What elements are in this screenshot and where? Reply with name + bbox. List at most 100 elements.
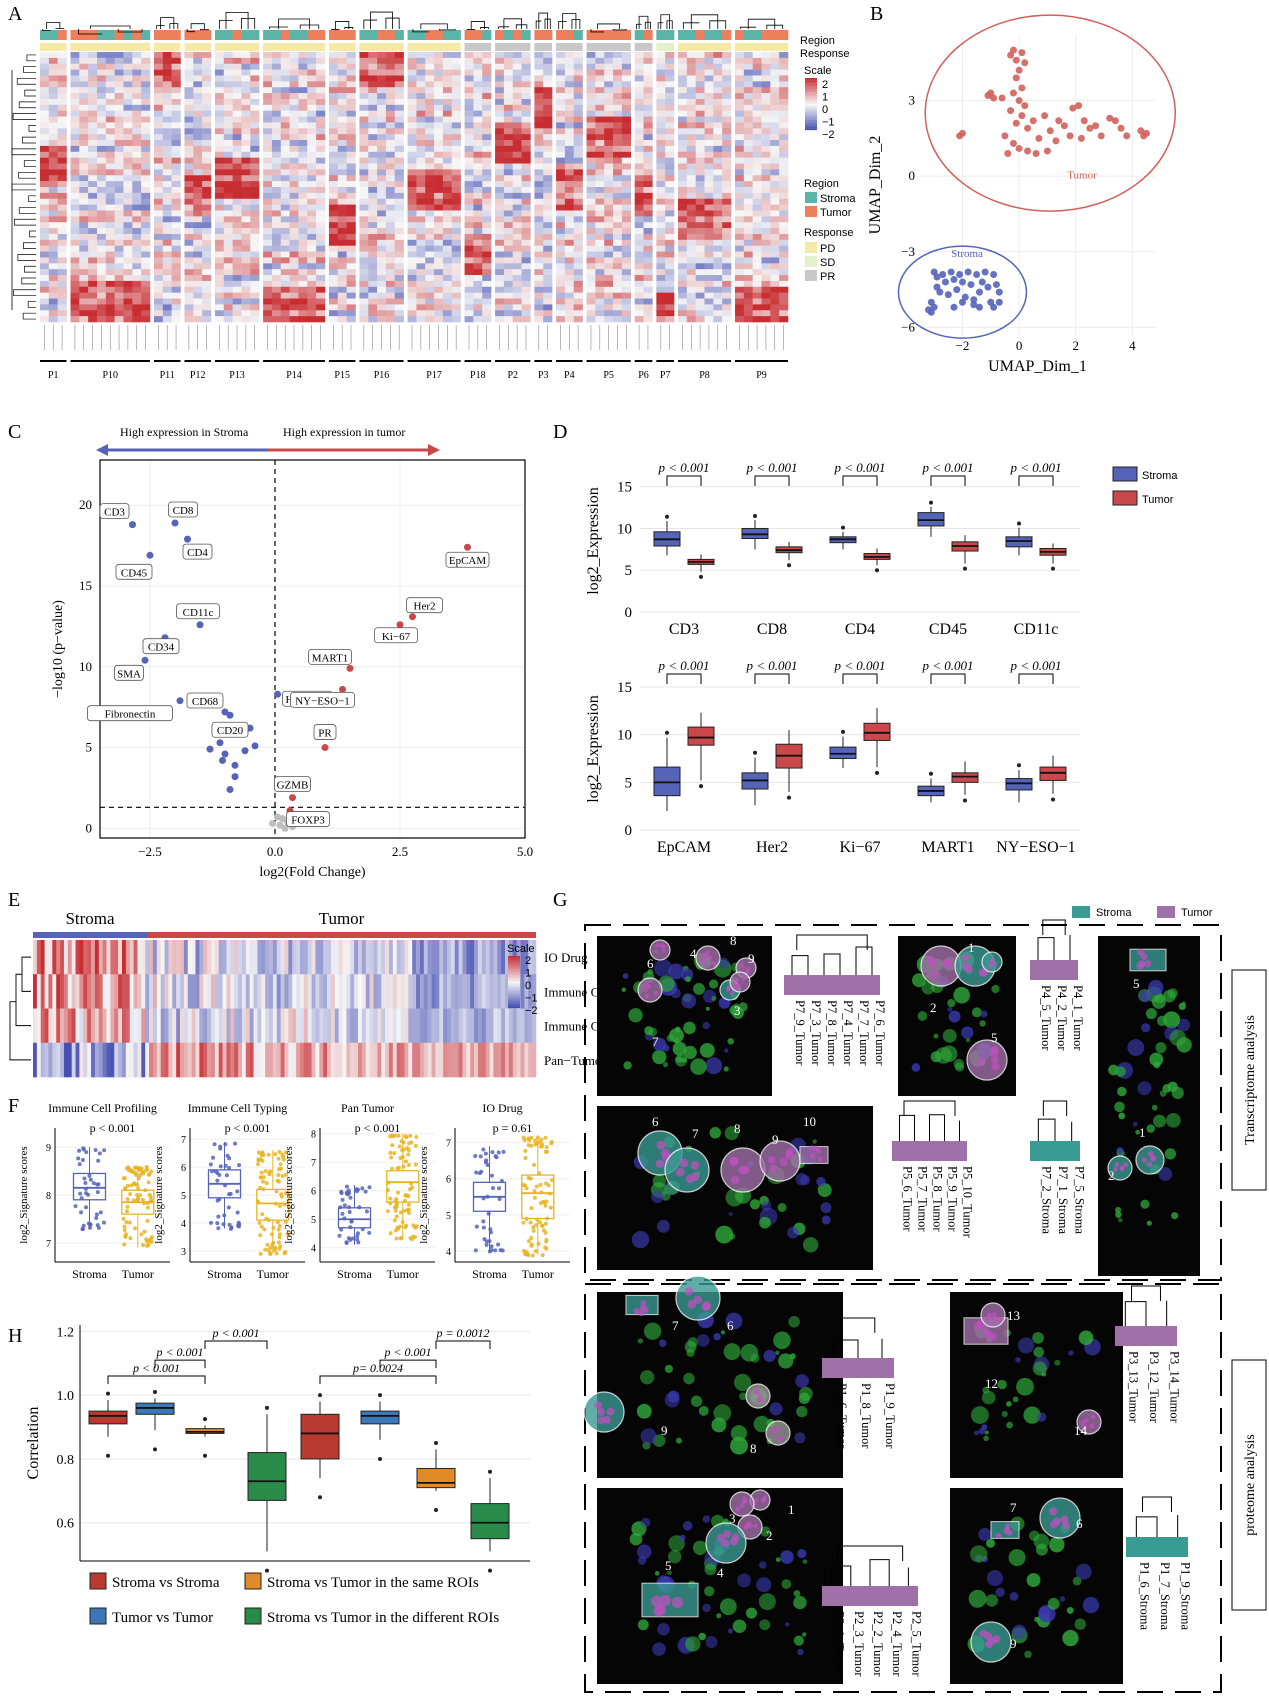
heatmap-cell — [722, 63, 732, 70]
heatmap-cell — [595, 192, 605, 200]
heatmap-cell — [743, 292, 753, 299]
heatmap-cell — [96, 134, 107, 141]
heatmap-cell — [543, 81, 553, 88]
umap-point-stroma — [973, 270, 981, 278]
heatmap-cell — [573, 116, 583, 123]
heatmap-cell — [162, 151, 172, 158]
column-dendrogram — [498, 18, 528, 29]
heatmap-cell — [202, 275, 212, 282]
heatmap-cell — [464, 257, 474, 264]
heatmap-cell — [184, 57, 194, 65]
outlier-point — [875, 770, 879, 775]
heatmap-cell — [214, 187, 225, 194]
region-cell — [123, 30, 133, 40]
heatmap-cell — [96, 145, 107, 153]
heatmap-cell — [634, 263, 644, 270]
heatmap-cell — [298, 181, 308, 188]
heatmap-cell — [368, 216, 378, 223]
heatmap-cell — [153, 204, 164, 211]
heatmap-cell — [464, 110, 474, 117]
heatmap-cell — [114, 187, 124, 194]
y-tick-label: 0 — [86, 820, 93, 835]
heatmap-cell — [385, 239, 396, 246]
heatmap-cell — [656, 87, 666, 94]
heatmap-cell — [328, 181, 339, 188]
heatmap-cell — [512, 228, 522, 235]
scale-gradient — [508, 1006, 520, 1009]
heatmap-cell — [634, 210, 644, 217]
group-label-tumor: Tumor — [319, 909, 365, 928]
heatmap-cell — [521, 145, 531, 153]
heatmap-cell — [316, 134, 326, 141]
heatmap-cell — [595, 157, 605, 164]
heatmap-cell — [373, 1008, 378, 1044]
heatmap-cell — [132, 204, 142, 211]
heatmap-cell — [263, 151, 273, 158]
heatmap-cell — [482, 257, 492, 264]
heatmap-cell — [779, 257, 789, 264]
heatmap-cell — [394, 98, 404, 106]
heatmap-cell — [298, 104, 308, 111]
heatmap-cell — [779, 98, 789, 106]
heatmap-cell — [743, 181, 753, 188]
heatmap-cell — [416, 116, 426, 123]
heatmap-cell — [162, 93, 172, 100]
tumor-jitter-point — [127, 1220, 132, 1225]
heatmap-cell — [564, 310, 575, 317]
heatmap-cell — [171, 233, 181, 241]
heatmap-cell — [451, 163, 461, 170]
heatmap-cell — [250, 233, 260, 241]
heatmap-cell — [743, 75, 753, 82]
heatmap-cell — [223, 87, 233, 94]
heatmap-cell — [60, 1042, 65, 1078]
heatmap-cell — [316, 98, 326, 106]
heatmap-cell — [451, 157, 461, 164]
heatmap-cell — [365, 1042, 370, 1078]
heatmap-cell — [88, 216, 98, 223]
heatmap-cell — [184, 292, 194, 299]
heatmap-cell — [604, 304, 614, 311]
heatmap-cell — [621, 87, 632, 94]
heatmap-cell — [394, 192, 404, 200]
heatmap-cell — [226, 1042, 231, 1078]
heatmap-cell — [695, 263, 705, 270]
heatmap-cell — [129, 974, 134, 1009]
heatmap-cell — [752, 304, 762, 311]
heatmap-cell — [770, 263, 780, 270]
heatmap-cell — [153, 239, 164, 246]
heatmap-cell — [48, 169, 58, 176]
heatmap-cell — [162, 181, 172, 188]
heatmap-cell — [704, 275, 714, 282]
heatmap-cell — [770, 104, 780, 111]
heatmap-cell — [70, 216, 80, 223]
heatmap-cell — [346, 63, 356, 70]
heatmap-cell — [289, 93, 299, 100]
heatmap-cell — [512, 81, 522, 88]
heatmap-cell — [564, 228, 575, 235]
heatmap-cell — [368, 275, 378, 282]
heatmap-cell — [586, 134, 596, 141]
heatmap-cell — [464, 163, 474, 170]
heatmap-cell — [695, 75, 705, 82]
heatmap-cell — [779, 316, 789, 323]
heatmap-cell — [722, 310, 732, 317]
heatmap-cell — [141, 210, 151, 217]
heatmap-cell — [752, 69, 762, 76]
heatmap-cell — [543, 251, 553, 258]
heatmap-cell — [346, 310, 356, 317]
heatmap-cell — [377, 122, 387, 129]
heatmap-cell — [425, 292, 435, 299]
heatmap-cell — [482, 69, 492, 76]
heatmap-cell — [521, 104, 531, 111]
heatmap-cell — [634, 192, 644, 200]
heatmap-cell — [743, 286, 753, 293]
heatmap-cell — [656, 269, 666, 276]
heatmap-cell — [316, 251, 326, 258]
heatmap-cell — [503, 75, 514, 82]
heatmap-cell — [779, 157, 789, 164]
heatmap-cell — [184, 187, 194, 194]
heatmap-cell — [377, 181, 387, 188]
heatmap-cell — [114, 163, 124, 170]
heatmap-cell — [141, 298, 151, 305]
heatmap-cell — [377, 52, 387, 59]
